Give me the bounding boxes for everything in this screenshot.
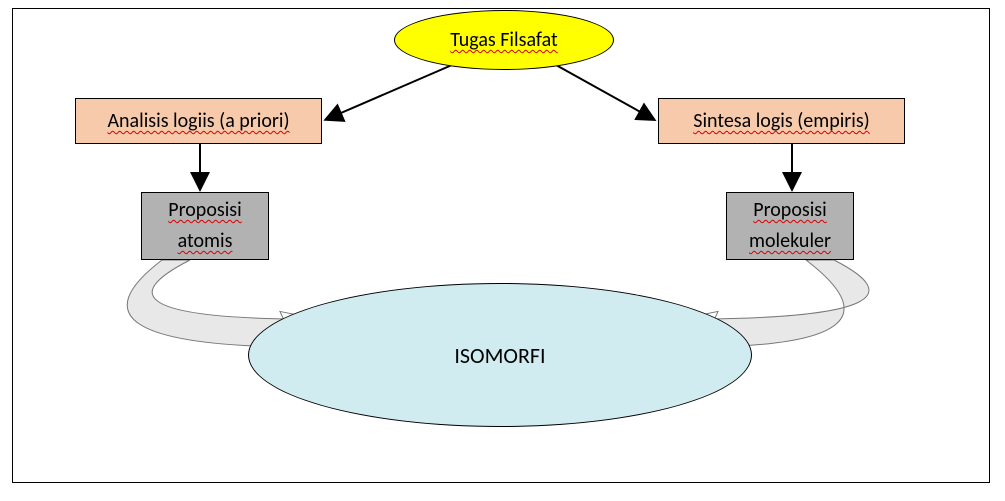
node-left-proposition-text: Proposisi atomis — [168, 198, 241, 254]
node-right-proposition: Proposisi molekuler — [726, 192, 854, 260]
node-right-branch: Sintesa logis (empiris) — [658, 98, 905, 144]
node-left-proposition: Proposisi atomis — [141, 192, 269, 260]
diagram-canvas: Tugas Filsafat Analisis logiis (a priori… — [0, 0, 1005, 501]
node-title: Tugas Filsafat — [394, 10, 614, 70]
node-title-label: Tugas Filsafat — [450, 28, 557, 52]
node-right-proposition-text: Proposisi molekuler — [749, 198, 831, 254]
node-center-label: ISOMORFI — [454, 342, 545, 369]
node-center: ISOMORFI — [248, 283, 752, 427]
node-right-branch-label: Sintesa logis (empiris) — [693, 109, 869, 133]
node-left-branch: Analisis logiis (a priori) — [75, 98, 322, 144]
node-left-branch-label: Analisis logiis (a priori) — [107, 109, 289, 133]
